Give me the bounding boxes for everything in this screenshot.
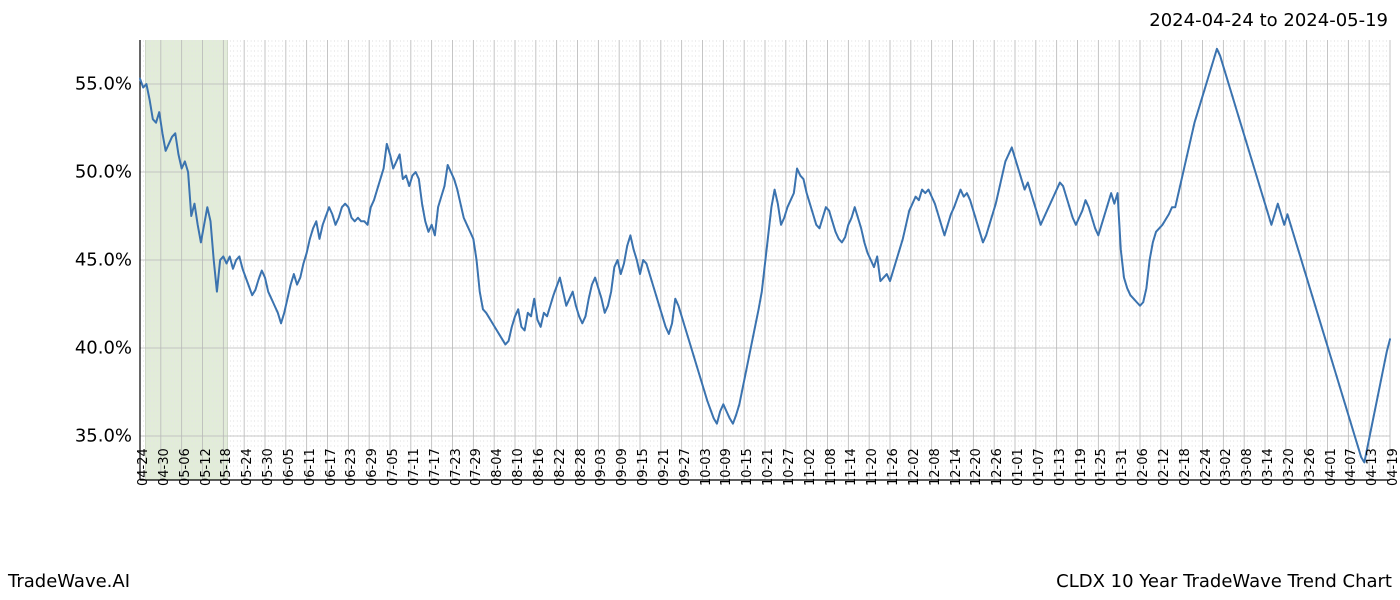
x-tick-label: 01-31 — [1115, 448, 1130, 486]
x-tick-label: 10-21 — [761, 448, 776, 486]
y-tick-label: 55.0% — [75, 74, 140, 95]
x-tick-label: 04-07 — [1344, 448, 1359, 486]
x-tick-label: 06-05 — [282, 448, 297, 486]
x-tick-label: 07-11 — [407, 448, 422, 486]
x-tick-label: 07-29 — [469, 448, 484, 486]
x-tick-label: 10-15 — [740, 448, 755, 486]
x-tick-label: 04-30 — [157, 448, 172, 486]
x-tick-label: 08-28 — [574, 448, 589, 486]
y-tick-label: 45.0% — [75, 250, 140, 271]
x-tick-label: 09-03 — [594, 448, 609, 486]
x-tick-label: 11-14 — [844, 448, 859, 486]
x-tick-label: 01-25 — [1094, 448, 1109, 486]
plot-area: 35.0%40.0%45.0%50.0%55.0%04-2404-3005-06… — [140, 40, 1390, 480]
x-tick-label: 03-08 — [1240, 448, 1255, 486]
x-tick-label: 12-02 — [907, 448, 922, 486]
date-range-label: 2024-04-24 to 2024-05-19 — [1149, 10, 1388, 31]
x-tick-label: 10-03 — [699, 448, 714, 486]
x-tick-label: 05-06 — [178, 448, 193, 486]
x-tick-label: 10-09 — [719, 448, 734, 486]
x-tick-label: 11-02 — [803, 448, 818, 486]
y-tick-label: 35.0% — [75, 426, 140, 447]
x-tick-label: 07-05 — [386, 448, 401, 486]
x-tick-label: 09-27 — [678, 448, 693, 486]
x-tick-label: 03-14 — [1261, 448, 1276, 486]
x-tick-label: 01-07 — [1032, 448, 1047, 486]
x-tick-label: 04-13 — [1365, 448, 1380, 486]
x-tick-label: 11-20 — [865, 448, 880, 486]
x-tick-label: 05-12 — [199, 448, 214, 486]
x-tick-label: 08-04 — [490, 448, 505, 486]
x-tick-label: 05-18 — [219, 448, 234, 486]
x-tick-label: 11-26 — [886, 448, 901, 486]
x-tick-label: 05-24 — [240, 448, 255, 486]
x-tick-label: 01-01 — [1011, 448, 1026, 486]
x-tick-label: 09-09 — [615, 448, 630, 486]
y-tick-label: 50.0% — [75, 162, 140, 183]
x-tick-label: 06-11 — [303, 448, 318, 486]
x-tick-label: 03-20 — [1282, 448, 1297, 486]
x-tick-label: 02-12 — [1157, 448, 1172, 486]
chart-title-label: CLDX 10 Year TradeWave Trend Chart — [1056, 571, 1392, 592]
chart-container: 35.0% 40.0% 45.0% 50.0% 55.0% 04-24 04-30 05-06… — [0, 40, 1400, 550]
x-tick-label: 08-22 — [553, 448, 568, 486]
x-tick-label: 06-17 — [324, 448, 339, 486]
x-tick-label: 02-18 — [1178, 448, 1193, 486]
x-tick-label: 03-02 — [1219, 448, 1234, 486]
x-tick-label: 03-26 — [1303, 448, 1318, 486]
x-tick-label: 09-21 — [657, 448, 672, 486]
x-tick-label: 02-06 — [1136, 448, 1151, 486]
x-tick-label: 10-27 — [782, 448, 797, 486]
x-tick-label: 07-23 — [449, 448, 464, 486]
x-tick-label: 12-14 — [949, 448, 964, 486]
x-tick-label: 12-20 — [969, 448, 984, 486]
brand-label: TradeWave.AI — [8, 571, 130, 592]
x-tick-label: 04-19 — [1386, 448, 1400, 486]
x-tick-label: 06-23 — [344, 448, 359, 486]
x-tick-label: 01-19 — [1074, 448, 1089, 486]
x-tick-label: 04-01 — [1324, 448, 1339, 486]
x-tick-label: 05-30 — [261, 448, 276, 486]
x-tick-label: 12-08 — [928, 448, 943, 486]
series-line — [140, 40, 1390, 480]
y-tick-label: 40.0% — [75, 338, 140, 359]
x-tick-label: 04-24 — [136, 448, 151, 486]
x-tick-label: 06-29 — [365, 448, 380, 486]
x-tick-label: 08-10 — [511, 448, 526, 486]
x-tick-label: 12-26 — [990, 448, 1005, 486]
x-tick-label: 11-08 — [824, 448, 839, 486]
x-tick-label: 09-15 — [636, 448, 651, 486]
x-tick-label: 07-17 — [428, 448, 443, 486]
x-tick-label: 02-24 — [1199, 448, 1214, 486]
x-tick-label: 08-16 — [532, 448, 547, 486]
x-tick-label: 01-13 — [1053, 448, 1068, 486]
